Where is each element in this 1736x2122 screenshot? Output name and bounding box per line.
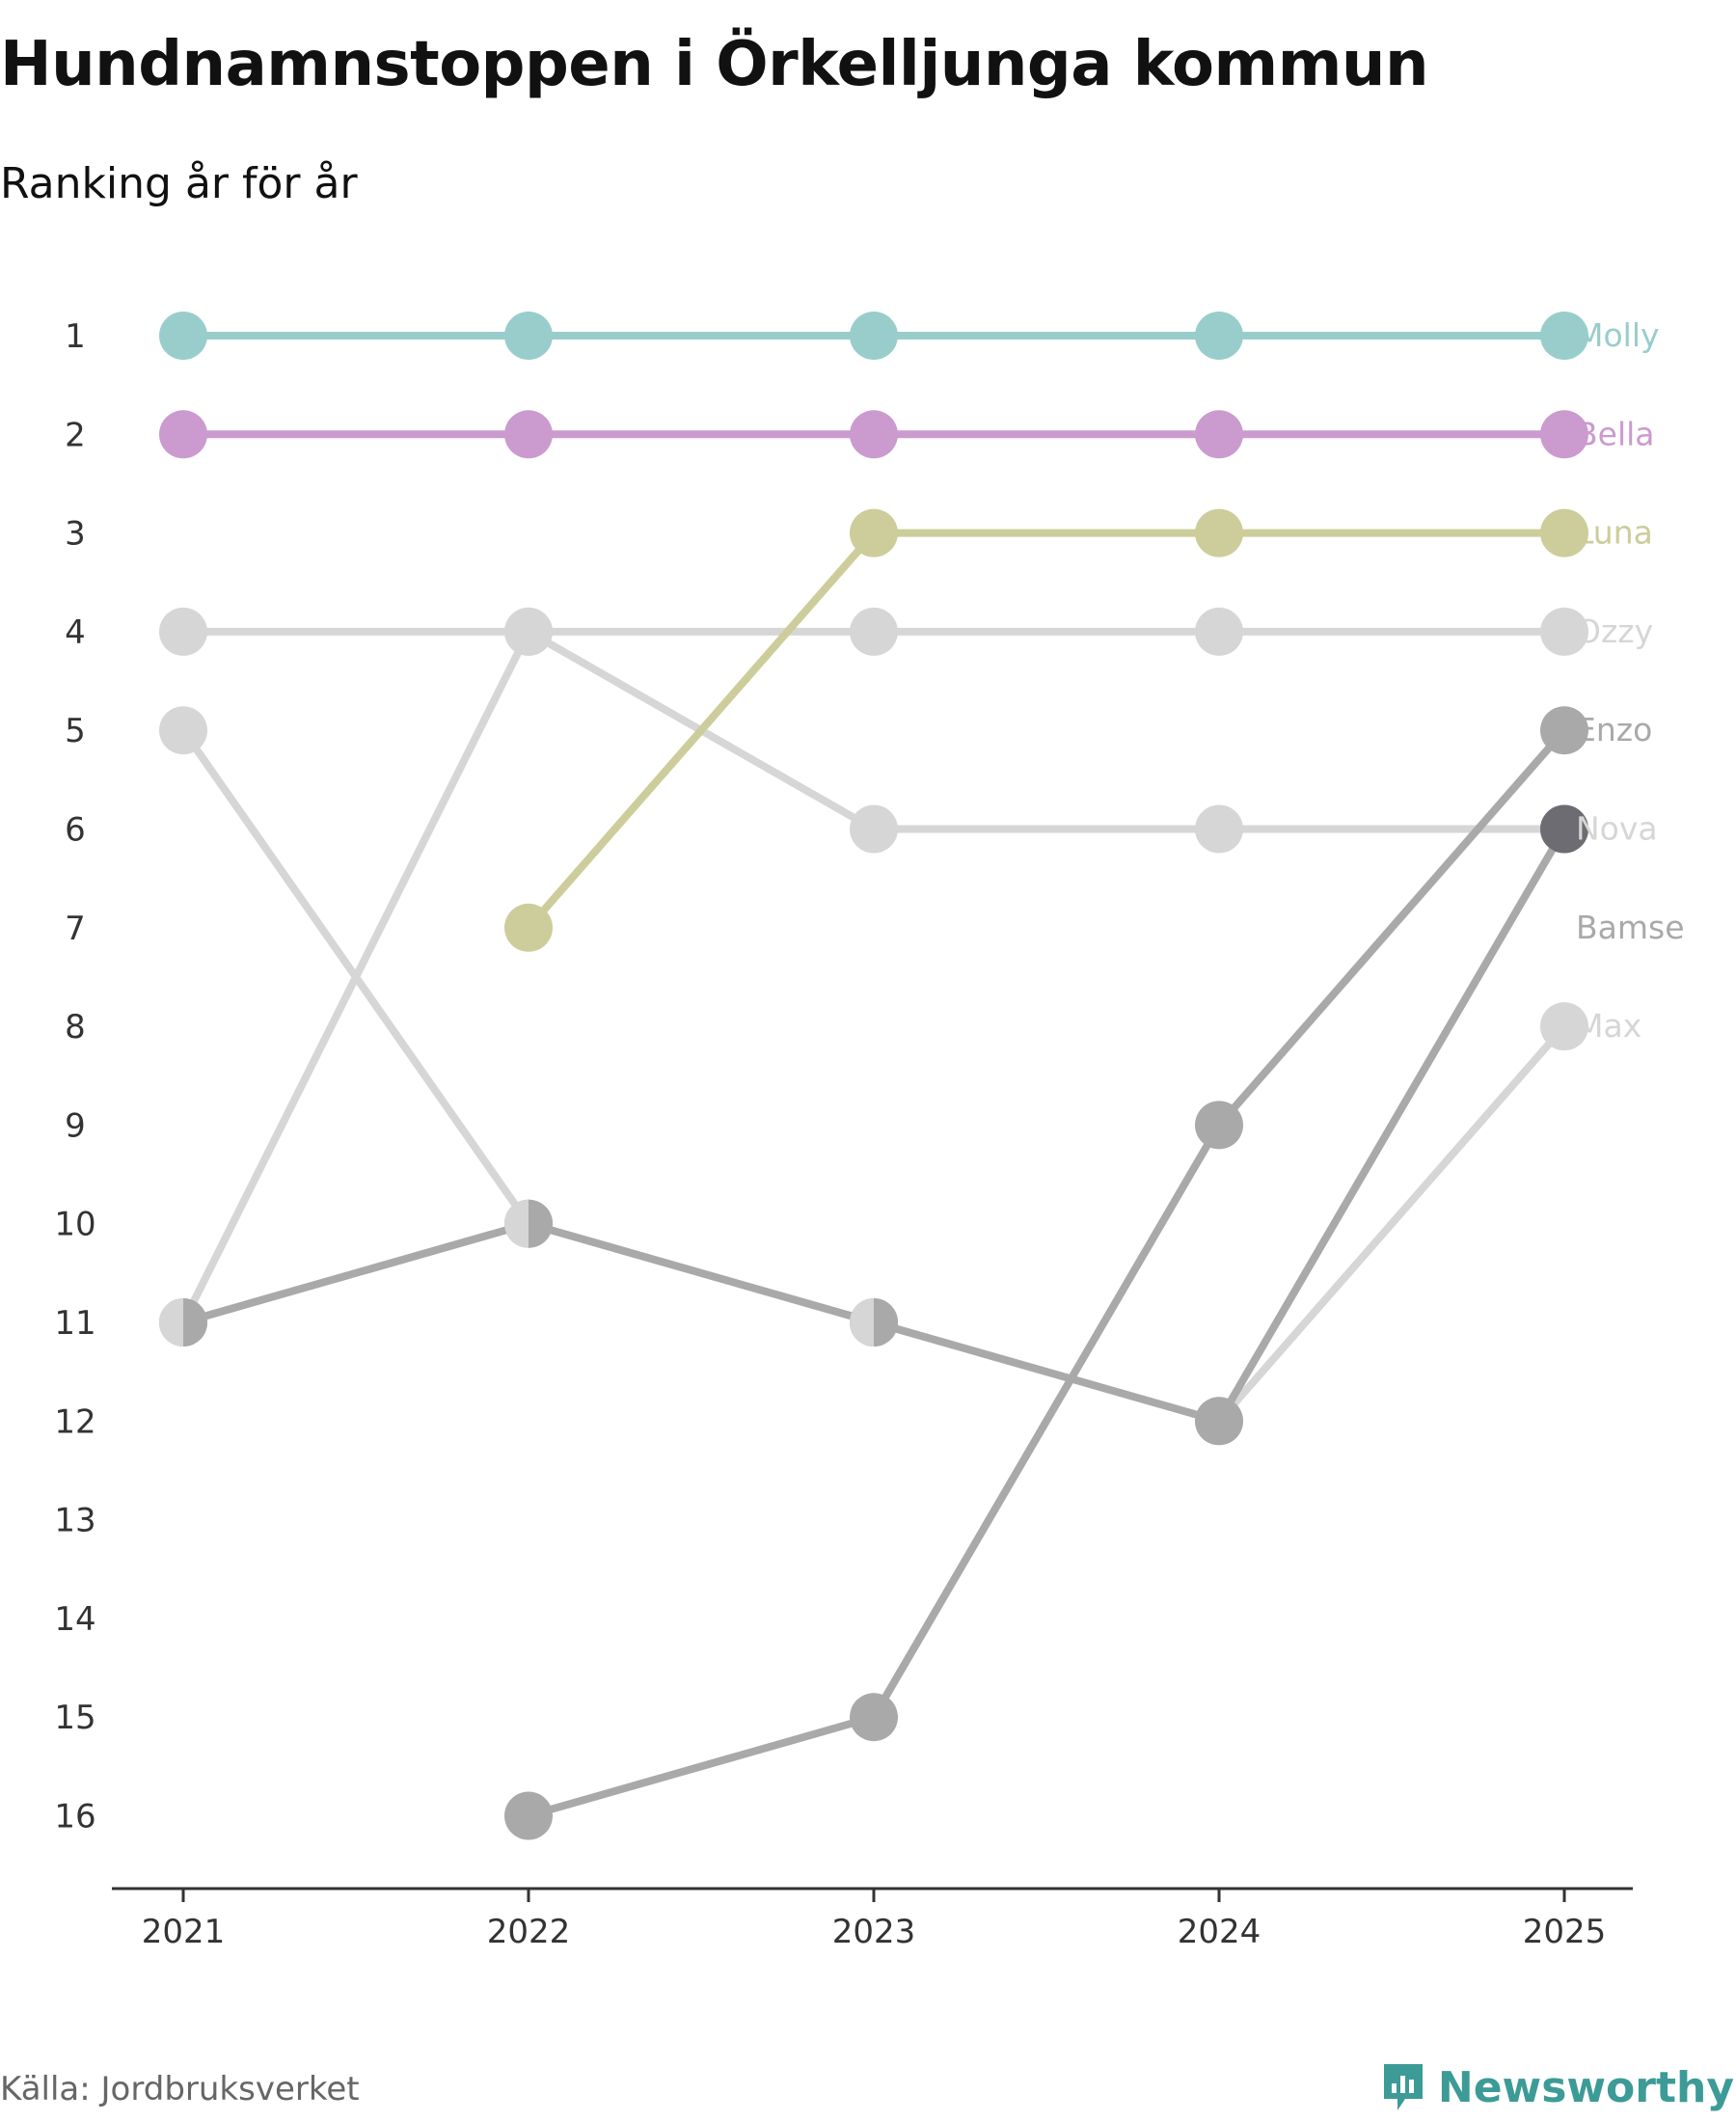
split-point-left: [850, 1298, 874, 1347]
x-axis: 2021 2022 2023 2024 2025: [112, 1887, 1633, 1951]
split-point-right: [874, 1298, 898, 1347]
data-point-ozzy: [1195, 607, 1243, 656]
end-label-enzo: Enzo: [1576, 711, 1652, 748]
y-tick-label: 8: [65, 1008, 86, 1047]
y-tick-label: 1: [65, 317, 86, 356]
data-point-ozzy: [504, 607, 553, 656]
split-point-right: [529, 1199, 553, 1248]
x-tick-label: 2024: [1178, 1913, 1261, 1951]
end-label-molly: Molly: [1576, 316, 1660, 354]
y-tick-label: 3: [65, 515, 86, 554]
y-tick-label: 10: [54, 1206, 95, 1244]
split-point-right: [183, 1298, 207, 1347]
data-point-enzo: [504, 1791, 553, 1840]
data-point-bella: [504, 410, 553, 459]
data-point-bella: [850, 410, 898, 459]
data-point-enzo: [1195, 1101, 1243, 1150]
data-point-enzo: [850, 1693, 898, 1742]
end-labels: Molly Bella Luna Ozzy Enzo Nova Bamse Max: [1576, 316, 1685, 1045]
chart-title: Hundnamnstoppen i Örkelljunga kommun: [0, 29, 1429, 100]
x-tick-label: 2022: [487, 1913, 571, 1951]
y-tick-label: 5: [65, 712, 86, 750]
series-line-nova: [179, 627, 1568, 833]
series-points: [159, 312, 1588, 1840]
data-point-luna: [1540, 508, 1588, 558]
y-tick-label: 9: [65, 1106, 86, 1145]
y-tick-label: 11: [54, 1304, 95, 1343]
end-label-ozzy: Ozzy: [1576, 612, 1653, 650]
series-line-luna: [525, 529, 1568, 932]
brand-name: Newsworthy: [1437, 2062, 1734, 2112]
data-point-ozzy: [1540, 607, 1588, 656]
data-point-molly: [1195, 312, 1243, 360]
split-point-left: [504, 1199, 529, 1248]
highlight-point: [1540, 804, 1588, 854]
data-point-molly: [850, 312, 898, 360]
x-tick-label: 2021: [142, 1913, 226, 1951]
end-label-bamse: Bamse: [1576, 909, 1685, 946]
split-point-left: [159, 1298, 183, 1347]
series-lines: [179, 332, 1568, 1820]
end-label-luna: Luna: [1576, 514, 1653, 552]
y-tick-label: 7: [65, 910, 86, 948]
y-tick-label: 16: [54, 1798, 95, 1836]
chart-subtitle: Ranking år för år: [0, 159, 358, 208]
data-point-bella: [1195, 410, 1243, 459]
data-point-molly: [159, 312, 207, 360]
source-note: Källa: Jordbruksverket: [0, 2070, 360, 2108]
data-point-bella: [1540, 410, 1588, 459]
data-point-nova: [1195, 804, 1243, 854]
data-point-molly: [1540, 312, 1588, 360]
y-tick-label: 4: [65, 613, 86, 652]
data-point-nova: [850, 804, 898, 854]
x-tick-label: 2023: [832, 1913, 916, 1951]
brand-logo[interactable]: Newsworthy: [1380, 2060, 1734, 2114]
data-point-luna: [850, 508, 898, 558]
y-tick-label: 13: [54, 1502, 95, 1540]
x-tick-label: 2025: [1523, 1913, 1607, 1951]
y-tick-label: 2: [65, 416, 86, 454]
data-point-molly: [504, 312, 553, 360]
y-tick-label: 12: [54, 1402, 95, 1441]
data-point-ozzy: [850, 607, 898, 656]
data-point-max: [1540, 1002, 1588, 1051]
data-point-luna: [1195, 508, 1243, 558]
end-label-bella: Bella: [1576, 415, 1655, 452]
data-point-nova: [159, 607, 207, 656]
data-point-enzo: [1540, 706, 1588, 755]
bar-chart-icon: [1383, 2064, 1423, 2110]
data-point-bella: [159, 410, 207, 459]
data-point-luna: [504, 903, 553, 952]
end-label-max: Max: [1576, 1007, 1641, 1045]
data-point-max: [159, 706, 207, 755]
series-line-enzo: [525, 726, 1568, 1820]
y-tick-label: 14: [54, 1600, 95, 1639]
end-label-nova: Nova: [1576, 810, 1658, 848]
y-tick-label: 15: [54, 1699, 95, 1737]
series-line-ozzy: [179, 627, 1568, 1326]
y-tick-label: 6: [65, 811, 86, 850]
data-point-bamse: [1195, 1397, 1243, 1446]
